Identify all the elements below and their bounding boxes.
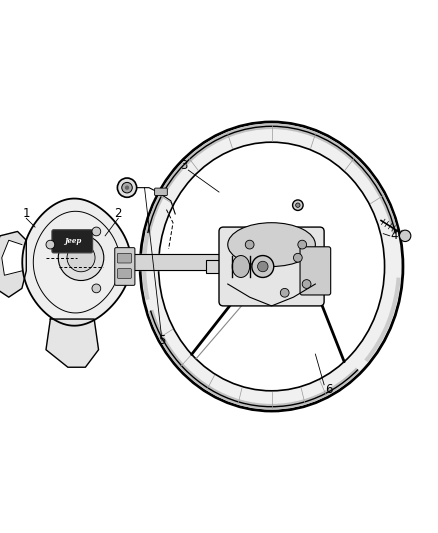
- FancyBboxPatch shape: [155, 188, 167, 196]
- Text: Jeep: Jeep: [64, 237, 81, 245]
- Text: 6: 6: [325, 383, 332, 395]
- Polygon shape: [46, 319, 99, 367]
- Polygon shape: [22, 198, 131, 326]
- Ellipse shape: [140, 122, 403, 411]
- Ellipse shape: [228, 223, 315, 266]
- Text: 5: 5: [159, 335, 166, 348]
- FancyBboxPatch shape: [117, 253, 131, 263]
- Text: 1: 1: [22, 207, 30, 221]
- Ellipse shape: [159, 142, 385, 391]
- FancyBboxPatch shape: [300, 247, 331, 295]
- Text: 2: 2: [114, 207, 122, 221]
- Circle shape: [92, 227, 101, 236]
- Circle shape: [117, 178, 137, 197]
- Circle shape: [293, 200, 303, 211]
- Bar: [206, 260, 328, 273]
- Circle shape: [280, 288, 289, 297]
- FancyBboxPatch shape: [52, 230, 92, 253]
- Circle shape: [46, 240, 55, 249]
- Circle shape: [92, 284, 101, 293]
- FancyBboxPatch shape: [117, 269, 131, 278]
- FancyBboxPatch shape: [219, 227, 324, 306]
- Circle shape: [58, 235, 104, 280]
- Circle shape: [252, 255, 274, 278]
- Polygon shape: [0, 231, 26, 297]
- Ellipse shape: [232, 255, 250, 278]
- Polygon shape: [2, 240, 22, 275]
- Circle shape: [245, 240, 254, 249]
- Circle shape: [258, 261, 268, 272]
- Circle shape: [298, 240, 307, 249]
- Circle shape: [293, 253, 302, 262]
- Circle shape: [302, 280, 311, 288]
- Text: 3: 3: [180, 159, 187, 172]
- FancyBboxPatch shape: [115, 248, 135, 285]
- Circle shape: [125, 185, 129, 190]
- Circle shape: [296, 203, 300, 207]
- Circle shape: [399, 230, 411, 241]
- Text: 4: 4: [390, 229, 398, 243]
- Circle shape: [122, 182, 132, 193]
- Circle shape: [67, 244, 95, 272]
